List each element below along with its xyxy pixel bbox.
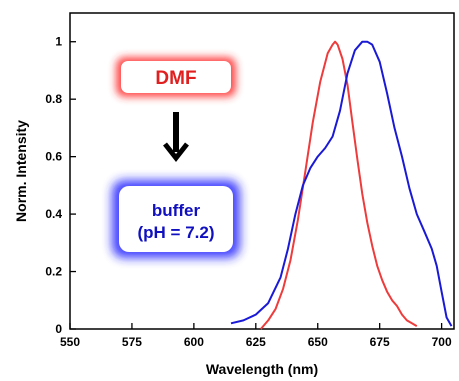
x-axis: 550 575 600 625 650 675 700: [60, 323, 452, 349]
x-tick-label: 600: [184, 335, 204, 349]
x-tick-label: 575: [122, 335, 142, 349]
y-tick-label: 0.4: [45, 207, 62, 221]
buffer-label-box: buffer (pH = 7.2): [112, 180, 240, 258]
y-axis-title: Norm. Intensity: [13, 120, 29, 222]
dmf-label-box: DMF: [116, 57, 236, 97]
y-tick-label: 0.2: [45, 265, 62, 279]
dmf-series-line: [260, 40, 418, 330]
x-tick-label: 625: [246, 335, 266, 349]
y-tick-label: 0.8: [45, 92, 62, 106]
y-axis: 0 0.2 0.4 0.6 0.8 1: [45, 35, 76, 336]
x-tick-label: 650: [308, 335, 328, 349]
buffer-series-line: [230, 40, 453, 327]
dmf-label: DMF: [155, 68, 196, 89]
down-arrow-icon: [163, 112, 189, 163]
x-tick-label: 700: [432, 335, 452, 349]
x-axis-title: Wavelength (nm): [206, 361, 318, 377]
y-tick-label: 0: [55, 322, 62, 336]
series-layer: [230, 40, 453, 330]
x-tick-label: 675: [370, 335, 390, 349]
buffer-label-line2: (pH = 7.2): [138, 223, 215, 242]
y-tick-label: 0.6: [45, 150, 62, 164]
y-tick-label: 1: [55, 35, 62, 49]
x-tick-label: 550: [60, 335, 80, 349]
buffer-label-line1: buffer: [152, 201, 201, 220]
